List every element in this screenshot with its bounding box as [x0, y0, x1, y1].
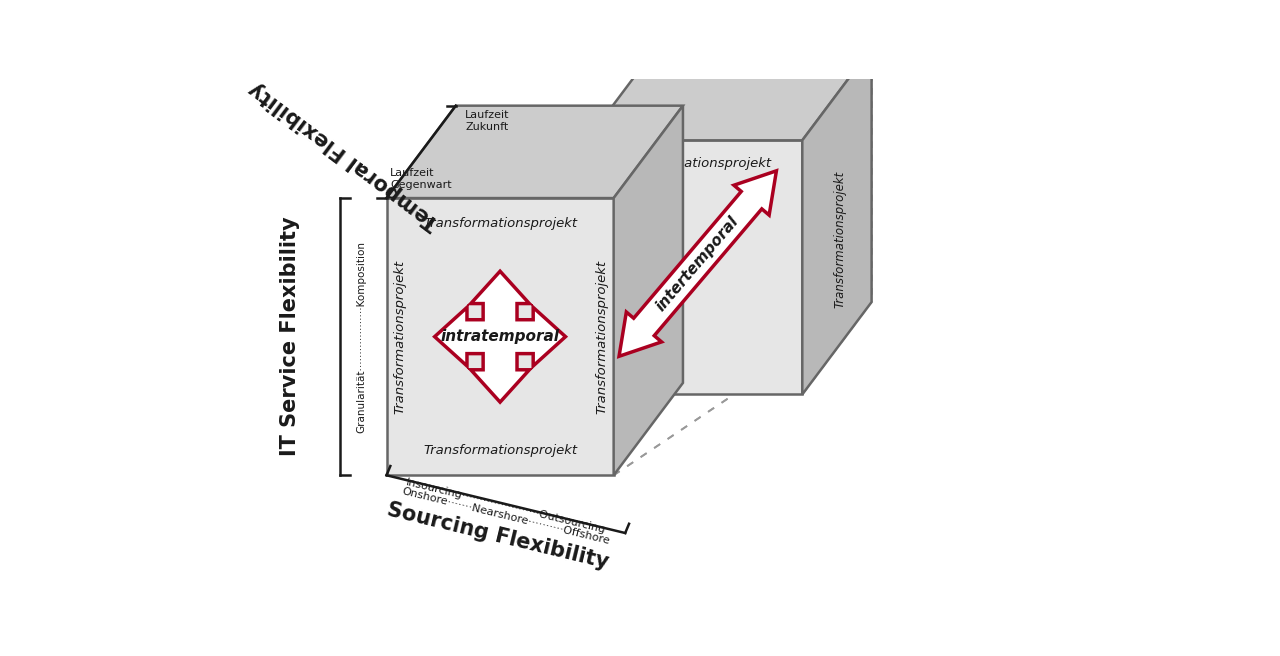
Text: intertemporal: intertemporal — [654, 213, 742, 314]
Text: Transformationsprojekt: Transformationsprojekt — [422, 216, 577, 230]
Text: Transformationsprojekt: Transformationsprojekt — [617, 157, 772, 170]
Text: Granularität···················Komposition: Granularität···················Kompositi… — [357, 241, 367, 433]
Polygon shape — [613, 106, 684, 475]
Text: Insourcing······················Outsourcing: Insourcing······················Outsourc… — [404, 478, 607, 535]
Text: Temporal Flexibility: Temporal Flexibility — [246, 78, 443, 234]
Polygon shape — [586, 140, 803, 394]
Text: IT Service Flexibility: IT Service Flexibility — [280, 217, 301, 457]
Text: Laufzeit
Zukunft: Laufzeit Zukunft — [465, 110, 509, 132]
Polygon shape — [620, 171, 777, 356]
Polygon shape — [586, 48, 872, 140]
Text: Transformationsprojekt: Transformationsprojekt — [833, 171, 847, 308]
Text: Onshore·······Nearshore··········Offshore: Onshore·······Nearshore··········Offshor… — [401, 487, 611, 546]
Polygon shape — [435, 271, 566, 402]
Polygon shape — [803, 48, 872, 394]
Text: Transformationsprojekt: Transformationsprojekt — [394, 260, 407, 414]
Text: Transformationsprojekt: Transformationsprojekt — [422, 444, 577, 457]
Text: Transformationsprojekt: Transformationsprojekt — [595, 260, 609, 414]
Text: intratemporal: intratemporal — [440, 329, 559, 344]
Text: Sourcing Flexibility: Sourcing Flexibility — [385, 500, 611, 573]
Polygon shape — [387, 198, 613, 475]
Polygon shape — [387, 106, 684, 198]
Text: Laufzeit
Gegenwart: Laufzeit Gegenwart — [390, 168, 452, 190]
